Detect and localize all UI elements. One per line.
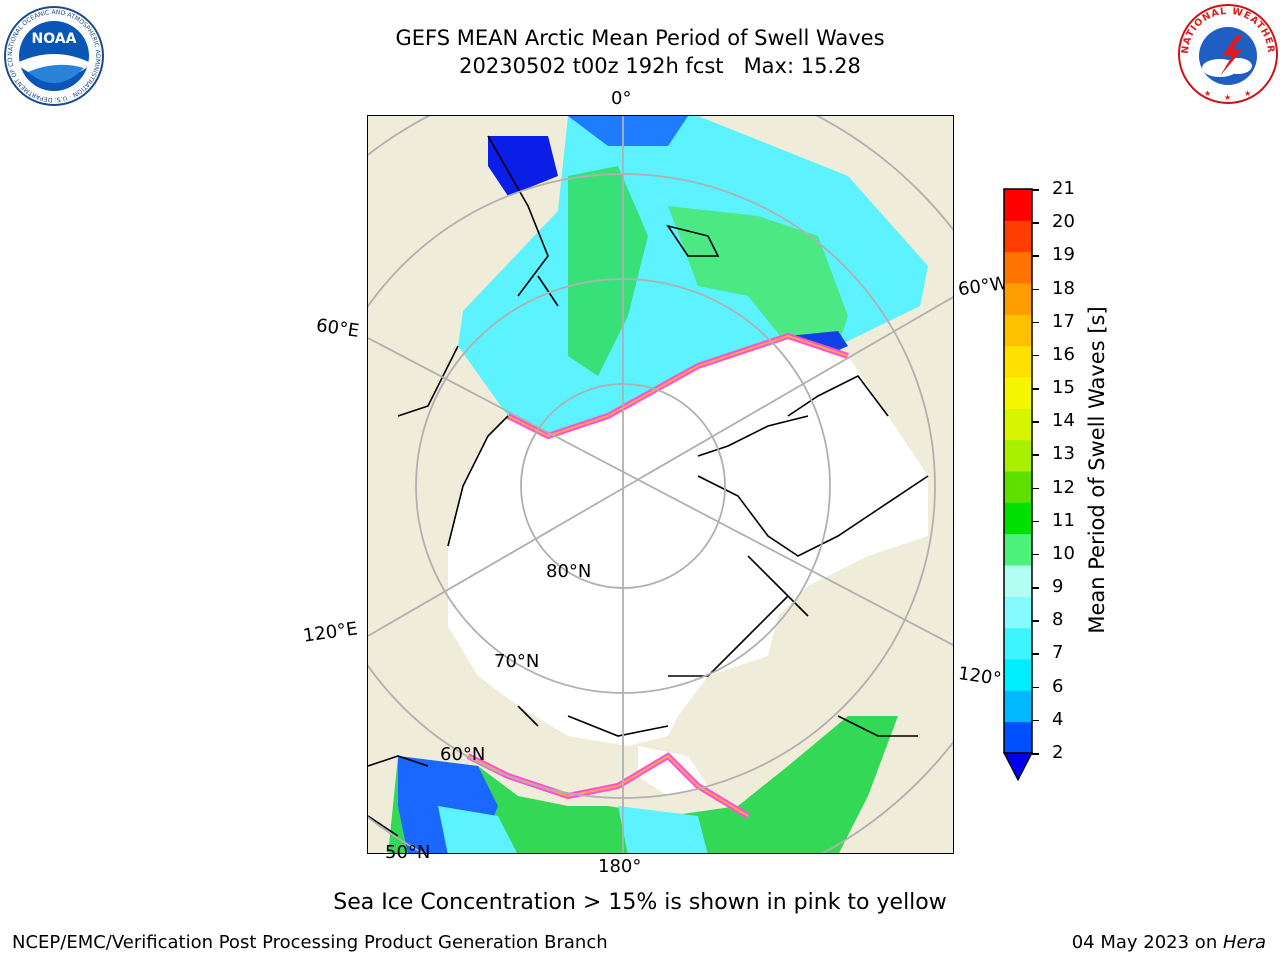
colorbar-tick-label: 18 [1052,277,1075,299]
colorbar-tick-mark [1032,388,1039,390]
colorbar-segment [1004,220,1032,253]
colorbar-tick-label: 13 [1052,443,1075,465]
swell-region-baffin [668,206,848,346]
lon-label-60e: 60°E [314,315,361,342]
svg-text:★: ★ [1224,93,1231,102]
footer-date-text: 04 May 2023 on [1071,932,1223,953]
colorbar-segment [1004,189,1032,221]
colorbar-tick-mark [1032,620,1039,622]
swell-region-greenland-sea [568,166,648,376]
colorbar-tick-mark [1032,454,1039,456]
svg-text:★: ★ [1244,89,1251,98]
map-title: GEFS MEAN Arctic Mean Period of Swell Wa… [395,26,885,50]
footer-host: Hera [1222,932,1266,953]
colorbar-segment [1004,533,1032,566]
svg-text:NOAA: NOAA [32,31,77,47]
colorbar [1003,188,1033,782]
colorbar-segment [1004,721,1032,754]
colorbar-tick-mark [1032,189,1039,191]
colorbar-tick-label: 17 [1052,310,1075,332]
colorbar-tick-label: 16 [1052,343,1075,365]
colorbar-tick-mark [1032,321,1039,324]
colorbar-tick-label: 10 [1052,542,1075,564]
colorbar-segment [1004,251,1032,284]
colorbar-tick-label: 19 [1052,244,1075,266]
lon-label-0: 0° [611,88,632,109]
colorbar-tick-label: 8 [1052,609,1064,631]
colorbar-segment [1004,565,1032,597]
lon-label-120w: 120° [956,663,1003,690]
svg-text:★: ★ [1204,89,1211,98]
polar-map [368,116,953,853]
sea-ice-region [448,336,928,746]
colorbar-tick-label: 11 [1052,509,1075,531]
lat-label-50n: 50°N [385,842,431,863]
colorbar-tick-mark [1032,255,1039,257]
colorbar-title: Mean Period of Swell Waves [s] [1085,306,1109,634]
colorbar-segment [1004,596,1032,629]
coastlines [368,135,929,837]
colorbar-segment [1004,502,1032,535]
map-panel [367,115,954,854]
colorbar-segment [1004,439,1032,472]
colorbar-segment [1004,377,1032,409]
colorbar-tick-label: 4 [1052,708,1064,730]
colorbar-tick-mark [1032,487,1039,490]
colorbar-tick-label: 9 [1052,576,1064,598]
colorbar-tick-label: 15 [1052,377,1075,399]
colorbar-segment [1004,471,1032,503]
colorbar-segment [1004,408,1032,441]
colorbar-tick-label: 20 [1052,211,1075,233]
colorbar-tick-mark [1032,553,1039,556]
colorbar-tick-mark [1032,653,1039,655]
colorbar-tick-mark [1032,354,1039,357]
colorbar-segment [1004,690,1032,723]
colorbar-tick-mark [1032,288,1039,291]
lat-label-80n: 80°N [546,561,592,582]
noaa-logo: NATIONAL OCEANIC AND ATMOSPHERIC ADMINIS… [4,6,104,106]
colorbar-tick-label: 2 [1052,742,1064,763]
lon-label-120e: 120°E [301,618,359,647]
map-subtitle: 20230502 t00z 192h fcst Max: 15.28 [459,54,861,78]
colorbar-tick-mark [1032,587,1039,589]
colorbar-segment [1004,627,1032,660]
colorbar-tick-label: 7 [1052,642,1064,664]
colorbar-tick-label: 14 [1052,410,1075,432]
colorbar-tick-mark [1032,222,1039,224]
colorbar-segment [1004,659,1032,691]
lon-label-180: 180° [598,856,642,877]
colorbar-tick-mark [1032,686,1039,689]
graticule [368,116,953,853]
caption: Sea Ice Concentration > 15% is shown in … [333,890,947,915]
footer-credit: NCEP/EMC/Verification Post Processing Pr… [12,932,608,953]
colorbar-tick-label: 6 [1052,675,1064,697]
colorbar-tick-label: 21 [1052,178,1075,199]
lat-label-70n: 70°N [494,651,540,672]
nws-logo: NATIONAL WEATHER SERVICE ★ ★ ★ [1178,4,1278,104]
colorbar-tick-mark [1032,520,1039,523]
colorbar-tick-mark [1032,753,1039,755]
colorbar-segment [1004,314,1032,347]
footer-date: 04 May 2023 on Hera [1072,932,1266,953]
colorbar-tick-mark [1032,719,1039,722]
lat-label-60n: 60°N [440,744,486,765]
colorbar-tick-mark [1032,421,1039,423]
colorbar-segment [1004,283,1032,315]
colorbar-segment [1004,345,1032,378]
swell-region-baltic [488,136,558,196]
swell-region-pacific [388,716,898,853]
colorbar-tick-label: 12 [1052,476,1075,498]
